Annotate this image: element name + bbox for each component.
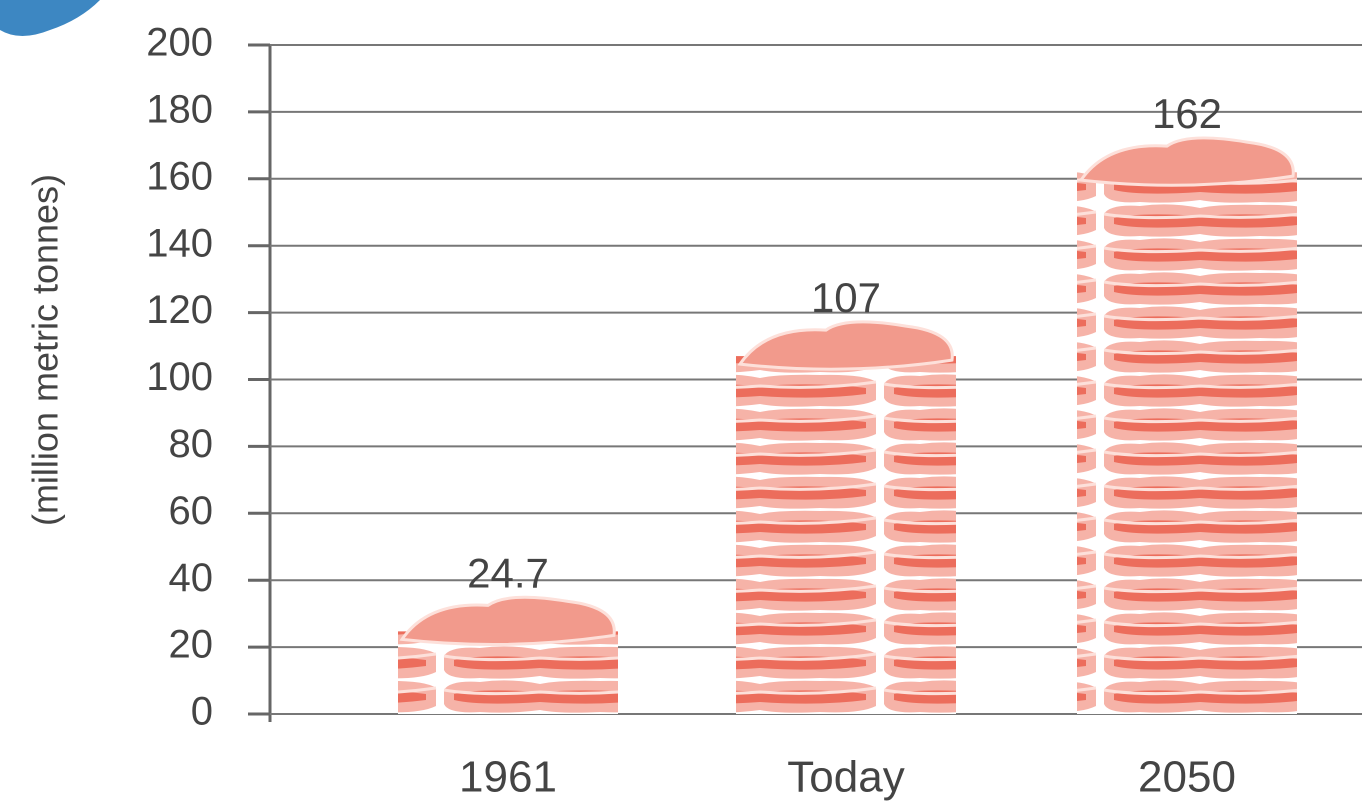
- y-tick-label: 80: [169, 422, 214, 466]
- bar: [736, 356, 956, 714]
- x-tick-label: 2050: [1138, 753, 1236, 802]
- x-tick-label: 1961: [459, 753, 557, 802]
- y-tick-label: 40: [169, 556, 214, 600]
- corner-decoration: [0, 0, 100, 36]
- y-tick-label: 120: [146, 288, 213, 332]
- y-tick-label: 60: [169, 489, 214, 533]
- y-tick-label: 180: [146, 87, 213, 131]
- y-tick-label: 100: [146, 355, 213, 399]
- y-tick-label: 140: [146, 221, 213, 265]
- bar: [1077, 172, 1297, 715]
- y-tick-label: 0: [191, 690, 213, 734]
- y-tick-label: 200: [146, 21, 213, 65]
- y-axis-label: (million metric tonnes): [25, 174, 66, 526]
- stack-top: [737, 320, 954, 371]
- stack-top: [399, 595, 616, 646]
- x-tick-label: Today: [787, 753, 904, 802]
- stack-top: [1078, 136, 1295, 187]
- y-tick-label: 20: [169, 623, 214, 667]
- y-tick-label: 160: [146, 154, 213, 198]
- value-label: 162: [1152, 90, 1222, 137]
- value-label: 107: [811, 274, 881, 321]
- value-label: 24.7: [467, 549, 549, 596]
